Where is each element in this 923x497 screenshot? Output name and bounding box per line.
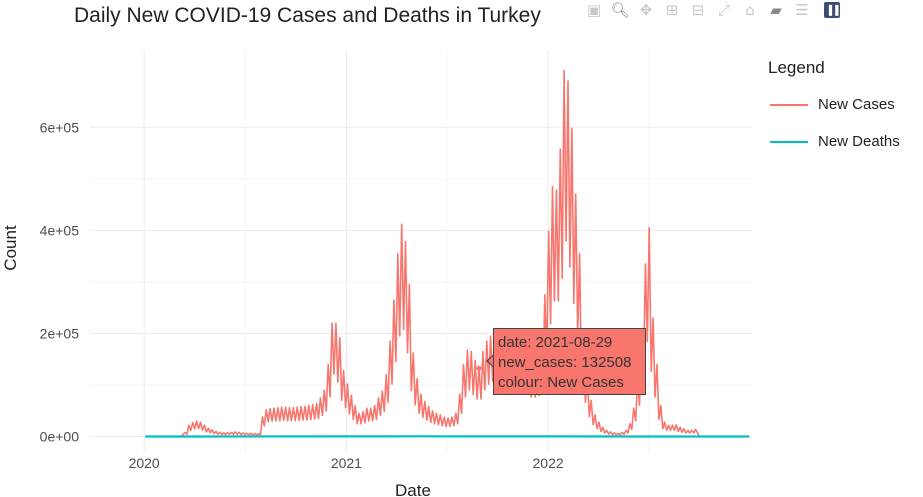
chart-title: Daily New COVID-19 Cases and Deaths in T… xyxy=(74,4,541,27)
x-tick-label: 2021 xyxy=(331,455,362,471)
legend-swatch-new-deaths xyxy=(770,140,808,143)
legend: Legend New Cases New Deaths xyxy=(768,58,900,160)
legend-item-new-deaths[interactable]: New Deaths xyxy=(768,123,900,160)
legend-title: Legend xyxy=(768,58,825,77)
autoscale-icon[interactable]: ⤢ xyxy=(717,1,730,19)
tooltip-date: date: 2021-08-29 xyxy=(498,334,613,351)
reset-axes-icon[interactable]: ⌂ xyxy=(745,1,755,19)
x-tick-label: 2022 xyxy=(533,455,564,471)
legend-label-new-deaths: New Deaths xyxy=(818,133,900,150)
compare-hover-icon[interactable]: ☰ xyxy=(795,1,809,19)
zoom-out-icon[interactable]: ⊟ xyxy=(691,1,705,19)
y-tick-label: 4e+05 xyxy=(40,222,80,238)
hover-point xyxy=(476,365,482,371)
y-tick-label: 0e+00 xyxy=(40,429,80,445)
legend-swatch-new-cases xyxy=(770,103,808,106)
pan-icon[interactable]: ✥ xyxy=(639,1,653,19)
x-axis-label: Date xyxy=(395,481,431,497)
camera-icon[interactable]: ▣ xyxy=(586,1,602,19)
x-axis: 2020 2021 2022 xyxy=(129,455,564,471)
spike-lines-icon[interactable]: ▰ xyxy=(770,1,782,19)
legend-label-new-cases: New Cases xyxy=(818,96,895,113)
y-tick-label: 6e+05 xyxy=(40,119,80,135)
x-tick-label: 2020 xyxy=(129,455,160,471)
modebar: ▣ 🔍︎ ✥ ⊞ ⊟ ⤢ ⌂ ▰ ☰ ▐▐ xyxy=(584,0,840,20)
hover-tooltip: date: 2021-08-29 new_cases: 132508 colou… xyxy=(493,328,646,395)
grid-lines xyxy=(90,50,752,452)
tooltip-colour: colour: New Cases xyxy=(498,374,624,391)
legend-item-new-cases[interactable]: New Cases xyxy=(768,86,900,123)
zoom-in-icon[interactable]: ⊞ xyxy=(665,1,679,19)
y-axis-label: Count xyxy=(1,225,20,271)
y-axis: 0e+00 2e+05 4e+05 6e+05 xyxy=(40,119,80,444)
plot-area[interactable] xyxy=(145,69,750,438)
series-line-new-cases xyxy=(145,69,750,438)
tooltip-arrow-fill xyxy=(488,355,494,367)
tooltip-new-cases: new_cases: 132508 xyxy=(498,354,632,371)
zoom-icon[interactable]: 🔍︎ xyxy=(610,1,630,19)
y-tick-label: 2e+05 xyxy=(40,325,80,341)
plotly-logo-icon[interactable]: ▐▐ xyxy=(824,2,840,18)
